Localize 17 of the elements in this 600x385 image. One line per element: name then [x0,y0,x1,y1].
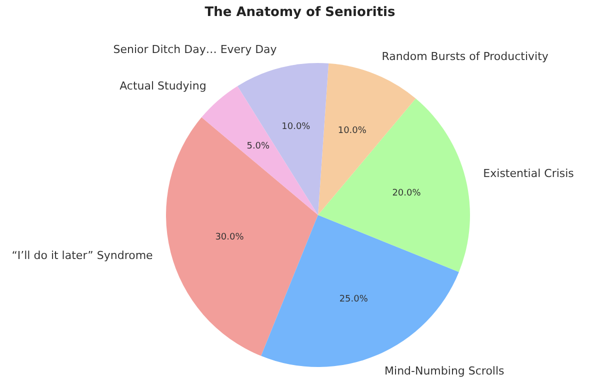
data-label: 10.0% [282,122,311,132]
slice-label: “I’ll do it later” Syndrome [12,249,154,262]
data-label: 5.0% [246,142,270,152]
slice-label: Actual Studying [120,80,206,93]
pie-slice [237,63,329,215]
chart-title: The Anatomy of Senioritis [204,5,396,20]
data-label: 25.0% [339,294,368,304]
pie-slice [261,215,459,367]
pie-slice [318,98,470,272]
slice-label: Random Bursts of Productivity [382,50,549,64]
pie-slice [166,117,318,356]
data-label: 20.0% [392,188,422,198]
slice-label: Mind-Numbing Scrolls [384,364,505,378]
data-label: 10.0% [338,126,367,136]
slice-label: Existential Crisis [483,166,574,180]
data-label: 30.0% [215,232,244,243]
slice-label: Senior Ditch Day… Every Day [113,42,278,56]
